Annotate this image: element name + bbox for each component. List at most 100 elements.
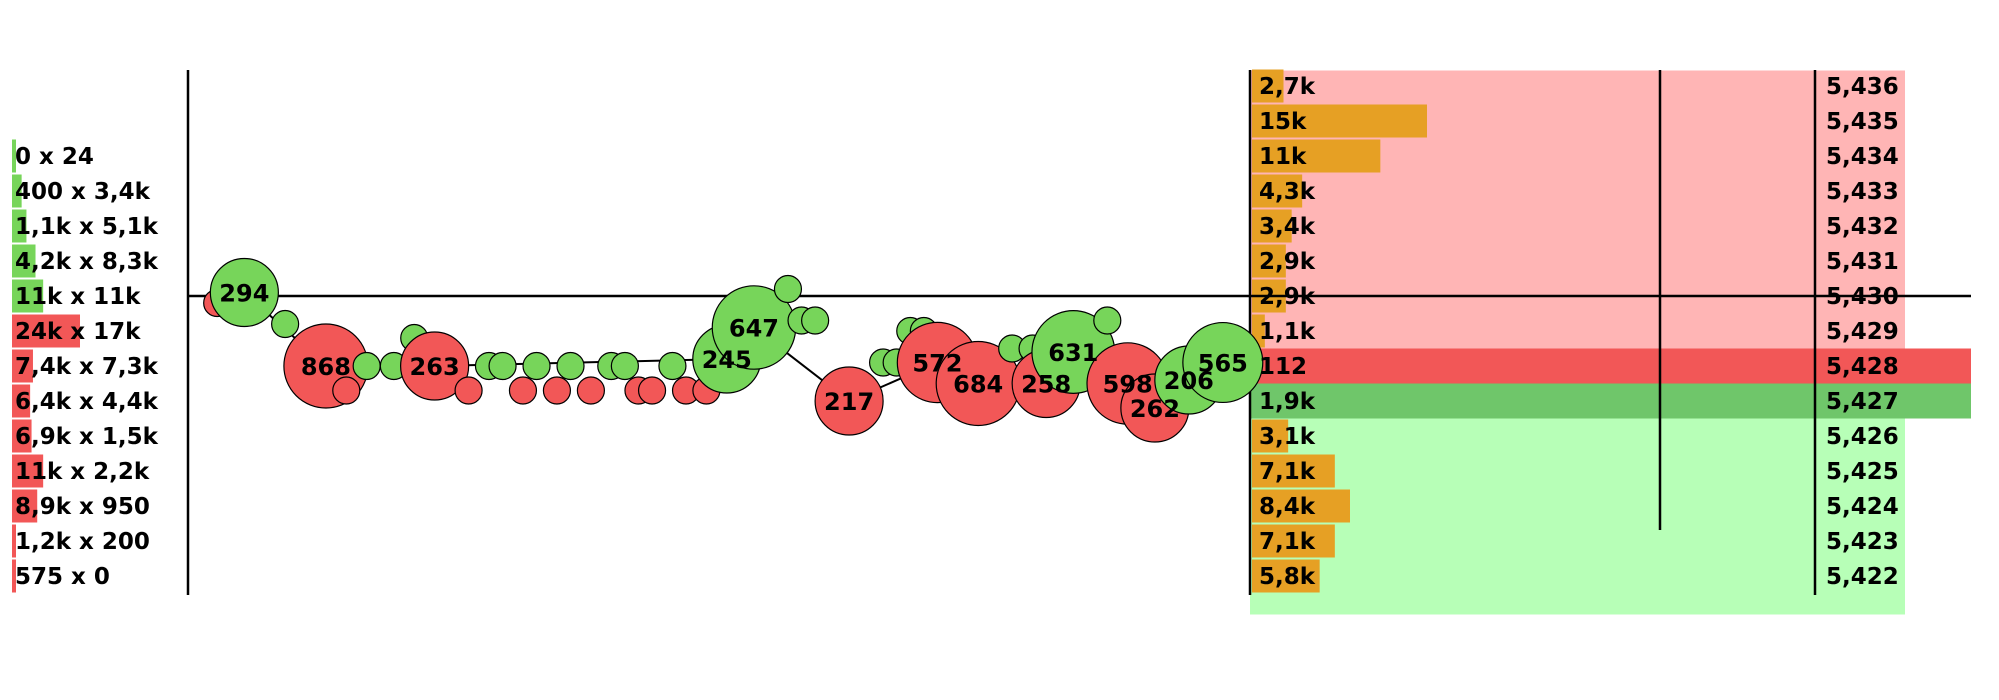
order-book-size-label: 3,1k (1259, 424, 1316, 450)
price-label: 5,424 (1826, 494, 1899, 520)
volume-profile-label: 1,2k x 200 (15, 529, 150, 555)
chart-axes (186, 70, 1971, 595)
price-label: 5,426 (1826, 424, 1899, 450)
volume-profile-bar (12, 349, 33, 383)
order-book-size-label: 7,1k (1259, 529, 1316, 555)
order-book-bar (1252, 209, 1292, 243)
sell-trade-bubble (400, 331, 470, 401)
volume-profile-label: 8,9k x 950 (15, 494, 150, 520)
best-ask-row (1250, 348, 1971, 384)
sell-trade-bubble (542, 376, 572, 405)
sell-trade-bubble (814, 366, 884, 436)
buy-trade-bubble (522, 351, 551, 381)
sell-trade-bubble (576, 376, 605, 405)
price-label: 5,428 (1826, 354, 1899, 380)
volume-profile-bar (12, 314, 80, 348)
volume-profile-bar (12, 419, 32, 453)
trade-size-label: 245 (702, 346, 752, 374)
buy-trade-bubble (773, 274, 803, 304)
volume-profile-bar (12, 559, 16, 593)
trade-size-label: 294 (219, 280, 269, 308)
volume-profile-label: 6,4k x 4,4k (15, 389, 159, 415)
sell-trade-bubble (332, 376, 361, 405)
volume-profile-labels: 0 x 24 400 x 3,4k 1,1k x 5,1k 4,2k x 8,3k 11… (15, 144, 159, 590)
price-label: 5,436 (1826, 74, 1899, 100)
price-label: 5,430 (1826, 284, 1899, 310)
sell-trade-bubble (454, 376, 483, 405)
order-book-bar (1252, 139, 1381, 173)
order-book-size-label: 5,8k (1259, 564, 1316, 590)
volume-profile-bar (12, 139, 16, 173)
trade-size-label: 206 (1164, 367, 1214, 395)
volume-profile-label: 11k x 11k (15, 284, 141, 310)
trade-size-label: 565 (1198, 350, 1248, 378)
volume-profile-label: 11k x 2,2k (15, 459, 150, 485)
trade-size-label: 631 (1048, 339, 1098, 367)
order-book-size-label: 112 (1259, 354, 1307, 380)
volume-profile-label: 400 x 3,4k (15, 179, 151, 205)
buy-trade-bubble (271, 309, 300, 339)
order-book-size-label: 2,9k (1259, 284, 1316, 310)
volume-profile-label: 0 x 24 (15, 144, 94, 170)
price-label: 5,422 (1826, 564, 1899, 590)
volume-profile-bar (12, 244, 36, 278)
trade-size-label: 647 (729, 315, 779, 343)
price-label: 5,432 (1826, 214, 1899, 240)
order-book-bars (1252, 69, 1427, 593)
order-book-bar (1252, 524, 1335, 558)
order-book-bar (1252, 454, 1335, 488)
price-label: 5,429 (1826, 319, 1899, 345)
order-book-bar (1252, 489, 1350, 523)
trade-size-label: 572 (912, 350, 962, 378)
volume-profile-bar (12, 174, 22, 208)
trade-size-label: 258 (1021, 371, 1071, 399)
volume-profile-label: 24k x 17k (15, 319, 141, 345)
order-book-bar (1252, 104, 1427, 138)
sell-trade-bubble (637, 376, 667, 405)
volume-profile (12, 139, 80, 593)
volume-profile-label: 6,9k x 1,5k (15, 424, 159, 450)
order-book-size-labels: 2,7k 15k 11k 4,3k 3,4k 2,9k 2,9k 1,1k 112 1,9k 3,1… (1259, 74, 1316, 590)
sell-trade-bubble (508, 376, 538, 405)
order-book-size-label: 11k (1259, 144, 1307, 170)
volume-profile-label: 575 x 0 (15, 564, 110, 590)
volume-profile-bar (12, 454, 44, 488)
trade-size-label: 217 (824, 388, 874, 416)
volume-profile-bar (12, 384, 31, 418)
order-book-bar (1252, 559, 1320, 593)
buy-trade-bubble (352, 351, 381, 381)
trade-size-label: 684 (953, 371, 1003, 399)
price-label: 5,434 (1826, 144, 1899, 170)
best-bid-row (1250, 383, 1971, 419)
trade-size-label: 262 (1130, 395, 1180, 423)
volume-profile-bar (12, 524, 16, 558)
buy-trade-bubble (1182, 321, 1264, 404)
order-book-size-label: 1,9k (1259, 389, 1316, 415)
buy-trade-bubble (1093, 306, 1122, 335)
trade-size-label: 263 (410, 353, 460, 381)
order-book-bar (1252, 174, 1303, 208)
order-book-size-label: 4,3k (1259, 179, 1316, 205)
buy-trade-bubble (488, 351, 517, 381)
buy-trade-bubble (556, 351, 585, 381)
volume-profile-bar (12, 209, 27, 243)
buy-trade-bubble (610, 351, 639, 381)
volume-profile-label: 1,1k x 5,1k (15, 214, 159, 240)
price-axis-labels: 5,436 5,435 5,434 5,433 5,432 5,431 5,430 5,429… (1826, 74, 1899, 590)
volume-profile-label: 4,2k x 8,3k (15, 249, 159, 275)
buy-trade-bubble (658, 351, 687, 381)
price-label: 5,431 (1826, 249, 1899, 275)
order-book-size-label: 2,7k (1259, 74, 1316, 100)
order-book-size-label: 1,1k (1259, 319, 1316, 345)
price-label: 5,435 (1826, 109, 1899, 135)
price-label: 5,427 (1826, 389, 1899, 415)
buy-trade-bubble (801, 306, 830, 335)
order-book-size-label: 3,4k (1259, 214, 1316, 240)
volume-profile-bar (12, 489, 38, 523)
order-book-bar (1252, 419, 1289, 453)
price-label: 5,425 (1826, 459, 1899, 485)
price-label: 5,433 (1826, 179, 1899, 205)
volume-profile-bar (12, 279, 44, 313)
